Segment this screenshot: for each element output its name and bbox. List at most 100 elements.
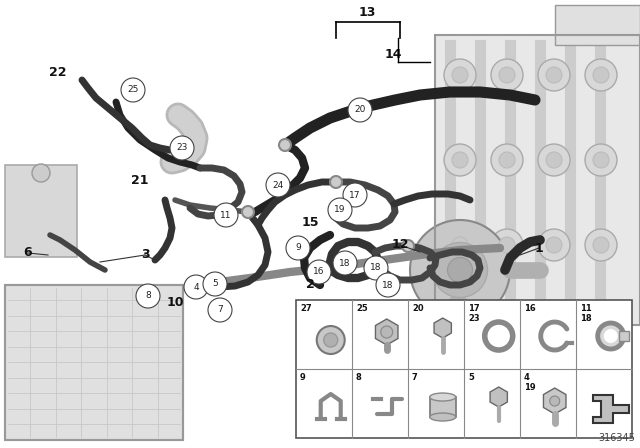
Circle shape: [452, 237, 468, 253]
Circle shape: [546, 152, 562, 168]
Circle shape: [604, 329, 618, 343]
Circle shape: [593, 67, 609, 83]
Text: 21: 21: [131, 173, 148, 186]
Bar: [5, 285, 183, 440]
Circle shape: [491, 229, 523, 261]
Circle shape: [381, 326, 393, 338]
Circle shape: [184, 275, 208, 299]
Circle shape: [433, 242, 488, 297]
Circle shape: [550, 396, 560, 406]
Text: 16: 16: [313, 267, 324, 276]
Bar: [5, 165, 77, 257]
Circle shape: [330, 176, 342, 188]
Text: 8: 8: [356, 373, 362, 382]
Circle shape: [324, 333, 338, 347]
Circle shape: [585, 144, 617, 176]
Circle shape: [190, 281, 202, 293]
Polygon shape: [434, 318, 451, 338]
Circle shape: [209, 278, 221, 290]
Circle shape: [546, 67, 562, 83]
Polygon shape: [593, 395, 628, 423]
Text: 9: 9: [300, 373, 306, 382]
Circle shape: [348, 98, 372, 122]
Circle shape: [307, 260, 331, 284]
Bar: [619, 331, 628, 341]
Circle shape: [484, 322, 513, 350]
Bar: [296, 300, 632, 438]
Ellipse shape: [429, 393, 456, 401]
Bar: [429, 397, 456, 417]
Text: 23: 23: [176, 143, 188, 152]
Text: 8: 8: [145, 292, 151, 301]
Circle shape: [593, 152, 609, 168]
Text: 7: 7: [412, 373, 418, 382]
Text: 13: 13: [358, 5, 376, 18]
Text: 20: 20: [412, 304, 424, 313]
Bar: [435, 35, 640, 325]
Circle shape: [546, 237, 562, 253]
Text: 17
23: 17 23: [468, 304, 479, 323]
Polygon shape: [490, 387, 508, 407]
Text: 11: 11: [220, 211, 232, 220]
Text: 7: 7: [217, 306, 223, 314]
Circle shape: [376, 273, 400, 297]
Circle shape: [452, 152, 468, 168]
Bar: [555, 5, 640, 45]
Text: 27: 27: [300, 304, 312, 313]
Polygon shape: [376, 319, 398, 345]
Text: 14: 14: [384, 48, 402, 61]
Circle shape: [538, 229, 570, 261]
Text: 24: 24: [273, 181, 284, 190]
Circle shape: [214, 304, 226, 316]
Circle shape: [444, 59, 476, 91]
Text: 25: 25: [356, 304, 368, 313]
Text: 1: 1: [534, 241, 543, 254]
Circle shape: [499, 67, 515, 83]
Circle shape: [444, 229, 476, 261]
Text: 15: 15: [301, 215, 319, 228]
Text: 20: 20: [355, 105, 365, 115]
Text: 25: 25: [127, 86, 139, 95]
Circle shape: [538, 59, 570, 91]
Circle shape: [121, 78, 145, 102]
Circle shape: [242, 206, 254, 218]
Circle shape: [444, 144, 476, 176]
Circle shape: [585, 229, 617, 261]
Circle shape: [317, 326, 345, 354]
Circle shape: [410, 220, 510, 320]
Circle shape: [491, 59, 523, 91]
Circle shape: [32, 164, 50, 182]
Text: 18: 18: [371, 263, 381, 272]
Text: 4: 4: [193, 283, 199, 292]
Circle shape: [279, 139, 291, 151]
Circle shape: [538, 144, 570, 176]
Circle shape: [343, 183, 367, 207]
Circle shape: [402, 240, 414, 252]
Text: 11
18: 11 18: [580, 304, 592, 323]
Text: 4
19: 4 19: [524, 373, 536, 392]
Circle shape: [452, 67, 468, 83]
Text: 3: 3: [141, 249, 149, 262]
Text: 9: 9: [295, 244, 301, 253]
Text: 316345: 316345: [598, 433, 635, 443]
Circle shape: [499, 237, 515, 253]
Text: 6: 6: [24, 246, 32, 259]
Bar: [435, 35, 640, 325]
Bar: [5, 285, 183, 440]
Text: 18: 18: [382, 280, 394, 289]
Text: 5: 5: [212, 280, 218, 289]
Circle shape: [499, 152, 515, 168]
Circle shape: [214, 203, 238, 227]
Text: 17: 17: [349, 190, 361, 199]
Circle shape: [593, 237, 609, 253]
Circle shape: [142, 290, 154, 302]
Polygon shape: [543, 388, 566, 414]
Text: 16: 16: [524, 304, 536, 313]
Text: 5: 5: [468, 373, 474, 382]
Circle shape: [333, 251, 357, 275]
Circle shape: [286, 236, 310, 260]
Circle shape: [447, 258, 472, 283]
Circle shape: [136, 284, 160, 308]
Circle shape: [170, 136, 194, 160]
Circle shape: [491, 144, 523, 176]
